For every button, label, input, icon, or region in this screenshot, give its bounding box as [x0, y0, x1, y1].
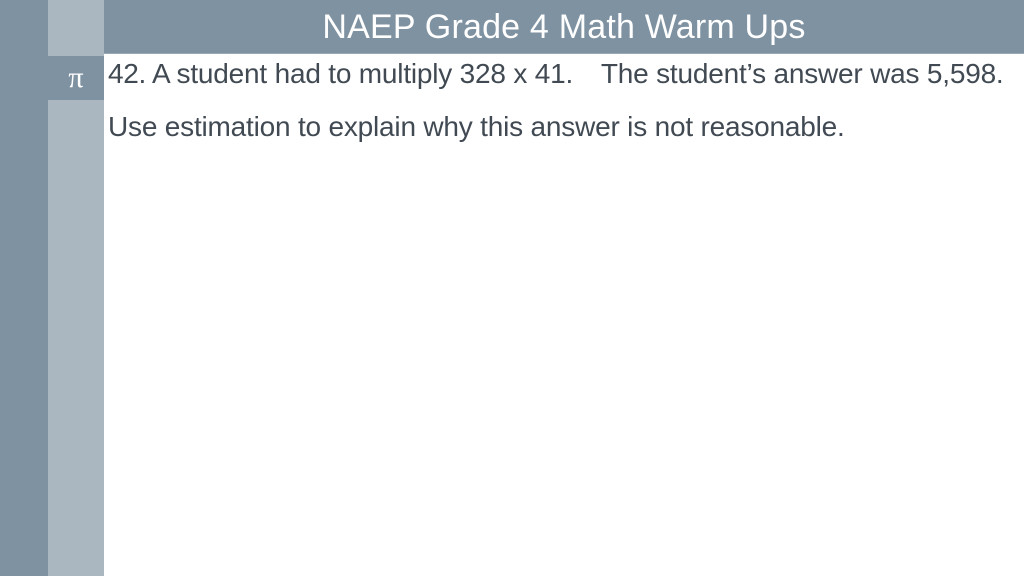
page-title: NAEP Grade 4 Math Warm Ups	[322, 8, 805, 47]
left-rail-outer	[0, 0, 48, 576]
title-bar: NAEP Grade 4 Math Warm Ups	[104, 0, 1024, 54]
question-row: 42. A student had to multiply 328 x 41. …	[108, 56, 1006, 91]
question-number: 42.	[108, 56, 146, 91]
slide-container: NAEP Grade 4 Math Warm Ups π 42. A stude…	[0, 0, 1024, 576]
question-content: 42. A student had to multiply 328 x 41. …	[108, 56, 1006, 145]
question-followup: Use estimation to explain why this answe…	[108, 109, 1006, 145]
question-stem: A student had to multiply 328 x 41. The …	[148, 56, 1003, 91]
title-bar-divider	[104, 53, 1024, 54]
pi-icon: π	[48, 56, 104, 100]
